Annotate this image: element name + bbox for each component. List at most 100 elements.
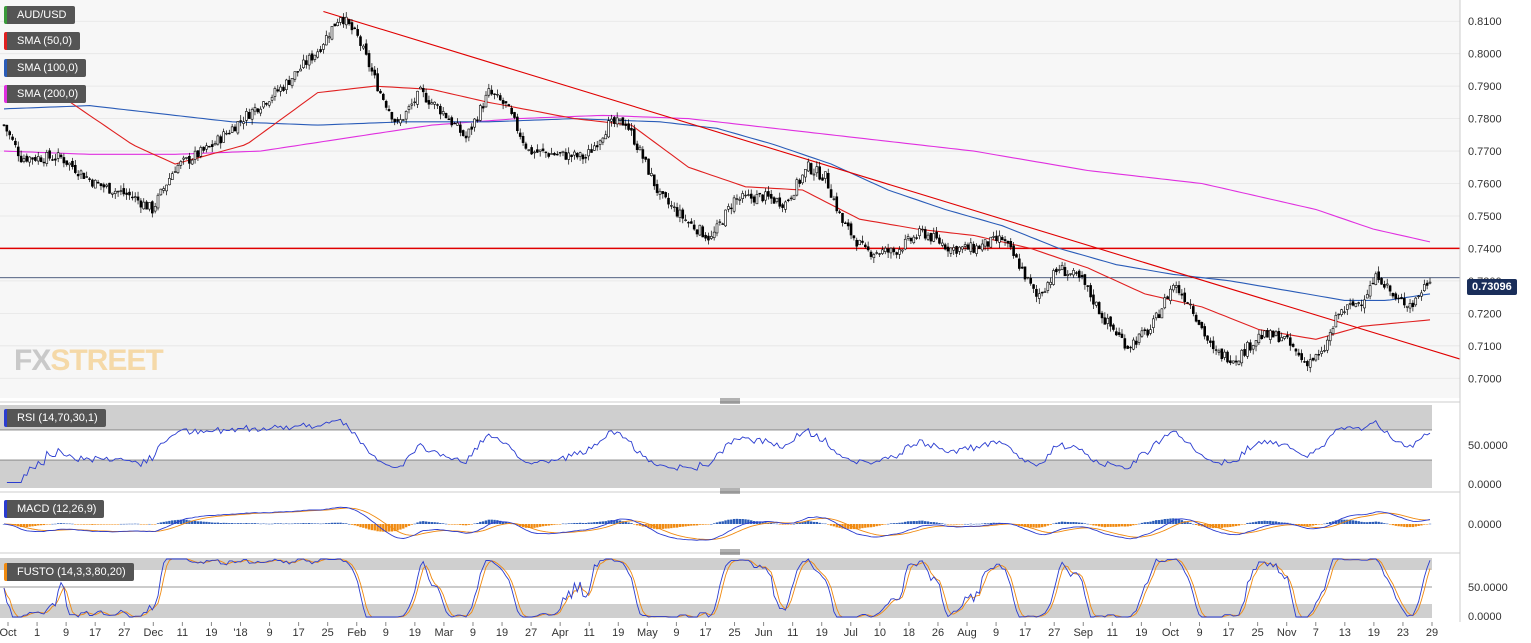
macd-bar [778,524,781,525]
legend-sma-50[interactable]: SMA (50,0) [4,32,81,50]
macd-bar [1043,524,1047,527]
macd-bar [1223,524,1226,528]
candle-body [1035,288,1038,297]
candle-body [752,196,756,203]
macd-bar [439,523,442,524]
candle-body [778,197,782,207]
time-tick-label: Dec [144,627,164,639]
macd-bar [1274,521,1278,524]
macd-bar [1397,524,1400,527]
candle-body [484,94,488,108]
macd-bar [601,521,605,524]
candle-body [826,172,830,189]
macd-bar [650,524,653,529]
macd-bar [701,524,704,525]
candle-body [821,177,824,181]
candle-body [672,206,676,208]
resize-handle-2[interactable] [720,488,740,494]
candle-body [852,235,856,239]
macd-bar [784,524,787,525]
macd-bar [761,522,764,524]
macd-bar [1097,524,1101,527]
macd-bar [986,523,990,524]
candle-body [1217,350,1221,353]
macd-bar [125,523,128,525]
time-tick-label: 11 [584,627,595,639]
candle-body [25,155,29,162]
macd-bar [787,524,790,525]
candle-body [1391,292,1395,297]
resize-handle-1[interactable] [720,398,740,404]
macd-bar [792,523,796,525]
candle-body [450,117,454,126]
fusto-k-line [3,558,1431,618]
macd-bar [473,523,476,525]
macd-bar [501,521,505,524]
candle-body [424,92,428,103]
candle-body [156,194,160,209]
candle-body [564,152,568,160]
macd-bar [855,524,858,530]
candle-body [573,151,576,156]
time-tick-label: 17 [1019,627,1031,639]
macd-bar [1078,522,1081,524]
macd-bar [1083,523,1087,524]
macd-bar [1152,520,1155,524]
resize-handle-3[interactable] [720,549,740,555]
macd-bar [1066,521,1069,524]
time-tick-label: 26 [932,627,944,639]
candle-body [441,111,445,115]
legend-sma-200[interactable]: SMA (200,0) [4,85,87,103]
macd-bar [1400,524,1403,527]
rsi-panel: 50.0000 0.0000 [0,405,1508,493]
candle-body [818,166,821,180]
macd-bar [832,524,836,527]
fusto-overbought-zone [0,558,1432,570]
macd-bar [94,524,97,525]
candle-body [1257,333,1261,344]
macd-bar [553,524,556,525]
macd-bar [1063,521,1067,524]
macd-bar [1126,524,1129,527]
candle-body [1388,285,1392,292]
time-tick-label: 19 [1368,627,1380,639]
time-tick-label: 9 [673,627,679,639]
candle-body [1154,312,1158,319]
candle-body [148,202,151,210]
candle-body [949,247,953,254]
candle-body [327,36,331,39]
macd-bar [852,524,856,530]
candle-body [1080,275,1084,277]
candle-body [1129,346,1132,349]
time-tick-label: 19 [612,627,624,639]
candle-body [142,201,146,210]
legend-rsi[interactable]: RSI (14,70,30,1) [4,409,106,427]
macd-bar [342,523,345,524]
time-tick-label: Oct [1162,627,1179,639]
legend-sma-100[interactable]: SMA (100,0) [4,59,87,77]
macd-bar [48,524,51,525]
macd-bar [1180,520,1184,524]
macd-bar [407,524,411,526]
legend-fusto[interactable]: FUSTO (14,3,3,80,20) [4,563,134,581]
candle-body [48,150,51,159]
macd-bar [892,523,896,524]
candle-body [362,45,365,49]
macd-bar [741,518,744,524]
legend-macd[interactable]: MACD (12,26,9) [4,500,105,518]
candle-body [1266,330,1269,338]
candle-body [1112,324,1115,330]
candle-body [550,153,553,155]
candle-body [1000,237,1004,241]
macd-bar [638,524,642,526]
macd-bar [724,520,727,524]
macd-bar [270,523,274,525]
candle-body [213,143,217,146]
legend-symbol[interactable]: AUD/USD [4,6,75,24]
price-tick-label: 0.7700 [1468,146,1502,158]
candle-body [131,196,134,199]
candle-body [510,107,513,114]
macd-bar [1300,524,1303,526]
candle-body [861,240,864,243]
macd-bar [1220,524,1224,528]
